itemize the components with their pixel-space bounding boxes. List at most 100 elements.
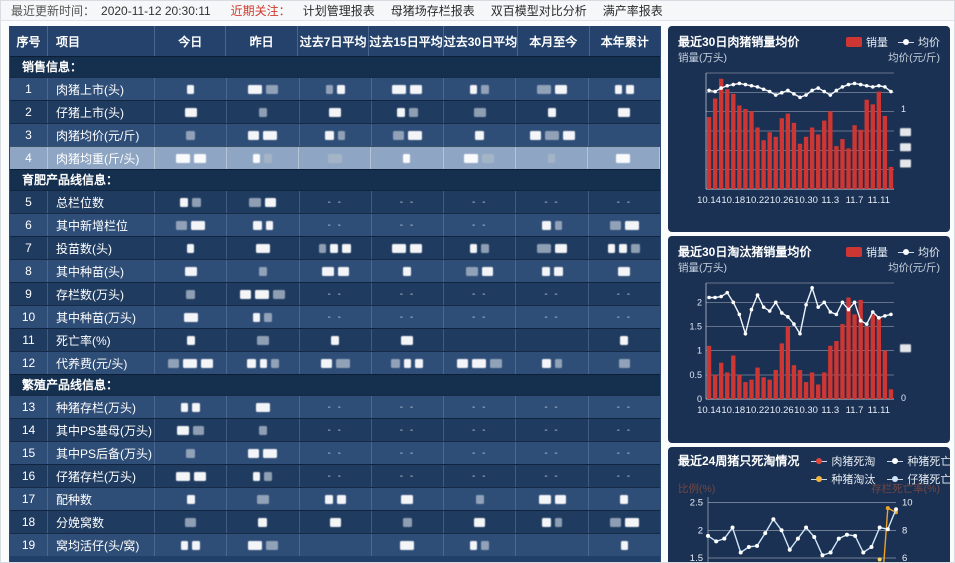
redacted-value-block bbox=[548, 107, 557, 117]
column-header: 过去7日平均 bbox=[298, 26, 370, 56]
row-number: 14 bbox=[10, 419, 48, 441]
legend-item-avg-price[interactable]: 均价 bbox=[898, 34, 940, 50]
table-body: 销售信息： 1 肉猪上市(头) 2 仔猪上市(头) 3 肉猪均价(元/斤) 4 肉猪均重(斤/头… bbox=[10, 56, 660, 556]
legend-item-sales[interactable]: 销量 bbox=[846, 34, 888, 50]
report-link-3[interactable]: 双百模型对比分析 bbox=[490, 4, 587, 18]
data-cell bbox=[372, 78, 445, 100]
redacted-value-block bbox=[620, 335, 629, 345]
legend-item-piglet-death[interactable]: 仔猪死亡 bbox=[887, 471, 951, 487]
table-row-13[interactable]: 13 种猪存栏(万头) - -- -- -- -- - bbox=[10, 395, 660, 418]
data-cell bbox=[227, 465, 300, 487]
svg-text:10.14: 10.14 bbox=[697, 195, 721, 206]
redacted-value-block bbox=[562, 130, 575, 140]
redacted-value-block bbox=[184, 266, 197, 276]
redacted-value-block bbox=[337, 266, 349, 276]
redacted-value-block bbox=[542, 517, 552, 527]
table-row-11[interactable]: 11 死亡率(%) bbox=[10, 328, 660, 351]
data-cell bbox=[300, 260, 372, 282]
redacted-value-block bbox=[192, 402, 201, 412]
row-number: 18 bbox=[10, 511, 48, 533]
table-row-6[interactable]: 6 其中新增栏位 - -- -- - bbox=[10, 213, 660, 236]
chart2-right-axis-title: 均价(元/斤) bbox=[888, 262, 940, 274]
legend-label: 种猪淘汰 bbox=[831, 474, 876, 486]
table-row-8[interactable]: 8 其中种苗(头) bbox=[10, 259, 660, 282]
legend-item-avg-price[interactable]: 均价 bbox=[898, 244, 940, 260]
redacted-value-block bbox=[255, 402, 270, 412]
table-row-10[interactable]: 10 其中种苗(万头) - -- -- -- -- - bbox=[10, 305, 660, 328]
data-cell bbox=[227, 147, 300, 169]
table-row-15[interactable]: 15 其中PS后备(万头) - -- -- -- -- - bbox=[10, 441, 660, 464]
legend-item-sow-death[interactable]: 种猪死亡 bbox=[887, 453, 951, 469]
redacted-value-block bbox=[259, 358, 267, 368]
table-row-7[interactable]: 7 投苗数(头) bbox=[10, 236, 660, 259]
table-row-2[interactable]: 2 仔猪上市(头) bbox=[10, 100, 660, 123]
legend-label: 均价 bbox=[918, 247, 940, 259]
row-number: 17 bbox=[10, 488, 48, 510]
redacted-value-block bbox=[246, 358, 256, 368]
table-row-18[interactable]: 18 分娩窝数 bbox=[10, 510, 660, 533]
data-cell bbox=[300, 511, 372, 533]
table-row-1[interactable]: 1 肉猪上市(头) bbox=[10, 77, 660, 100]
report-link-1[interactable]: 计划管理报表 bbox=[302, 4, 375, 18]
row-number: 13 bbox=[10, 396, 48, 418]
data-cell: - - bbox=[444, 191, 517, 213]
redacted-value-block bbox=[614, 84, 622, 94]
redacted-value-block bbox=[396, 107, 405, 117]
row-label: 仔猪存栏(万头) bbox=[48, 465, 155, 487]
redacted-value-block bbox=[554, 494, 566, 504]
data-cell bbox=[589, 124, 660, 146]
legend-item-pork-death[interactable]: 肉猪死淘 bbox=[811, 453, 875, 469]
data-cell bbox=[300, 352, 372, 374]
data-cell bbox=[589, 329, 660, 351]
data-cell bbox=[444, 78, 517, 100]
chart1-legend: 销量 均价 bbox=[836, 34, 940, 50]
row-label: 窝均活仔(头/窝) bbox=[48, 534, 155, 556]
data-cell bbox=[155, 488, 228, 510]
row-label: 代养费(元/头) bbox=[48, 352, 155, 374]
data-cell bbox=[227, 191, 300, 213]
legend-item-sales[interactable]: 销量 bbox=[846, 244, 888, 260]
redacted-value-block bbox=[240, 289, 252, 299]
redacted-value-block bbox=[183, 312, 198, 322]
chart2-left-axis-title: 销量(万头) bbox=[678, 262, 727, 274]
chart3-legend: 肉猪死淘 种猪死亡 种猪淘汰 仔猪死亡 bbox=[799, 453, 951, 487]
svg-text:10.26: 10.26 bbox=[770, 405, 794, 416]
redacted-value-block bbox=[609, 517, 621, 527]
row-label: 种猪存栏(万头) bbox=[48, 396, 155, 418]
column-header: 本月至今 bbox=[518, 26, 590, 56]
update-time-label: 最近更新时间： bbox=[11, 4, 96, 18]
legend-item-sow-cull[interactable]: 种猪淘汰 bbox=[811, 471, 875, 487]
column-header: 昨日 bbox=[226, 26, 298, 56]
table-row-14[interactable]: 14 其中PS基母(万头) - -- -- -- -- - bbox=[10, 418, 660, 441]
data-cell: - - bbox=[372, 442, 445, 464]
data-cell bbox=[155, 191, 228, 213]
redacted-value-block bbox=[263, 130, 278, 140]
table-row-4[interactable]: 4 肉猪均重(斤/头) bbox=[10, 146, 660, 169]
data-cell: - - bbox=[516, 442, 589, 464]
redacted-value-block bbox=[253, 471, 261, 481]
table-row-17[interactable]: 17 配种数 bbox=[10, 487, 660, 510]
report-link-4[interactable]: 满产率报表 bbox=[602, 4, 663, 18]
column-header: 今日 bbox=[155, 26, 227, 56]
table-row-9[interactable]: 9 存栏数(万头) - -- -- -- -- - bbox=[10, 282, 660, 305]
data-cell bbox=[589, 488, 660, 510]
redacted-value-block bbox=[258, 107, 267, 117]
redacted-value-block bbox=[400, 540, 415, 550]
redacted-value-block bbox=[249, 197, 262, 207]
redacted-value-block bbox=[258, 425, 267, 435]
data-cell bbox=[589, 78, 660, 100]
table-row-5[interactable]: 5 总栏位数 - -- -- -- -- - bbox=[10, 190, 660, 213]
redacted-value-block bbox=[264, 153, 273, 163]
table-row-12[interactable]: 12 代养费(元/头) bbox=[10, 351, 660, 374]
svg-text:10.30: 10.30 bbox=[794, 195, 818, 206]
data-cell: - - bbox=[444, 442, 517, 464]
table-row-3[interactable]: 3 肉猪均价(元/斤) bbox=[10, 123, 660, 146]
svg-text:2.5: 2.5 bbox=[690, 498, 703, 509]
table-row-16[interactable]: 16 仔猪存栏(万头) - -- -- -- -- - bbox=[10, 464, 660, 487]
column-header: 本年累计 bbox=[600, 34, 649, 49]
row-number: 6 bbox=[10, 214, 48, 236]
report-table: 序号 项目 今日 昨日 过去7日平均 过去15日平均 过去30日平均 本月至今 本年累计 销售信… bbox=[9, 26, 661, 562]
report-link-2[interactable]: 母猪场存栏报表 bbox=[390, 4, 475, 18]
table-row-19[interactable]: 19 窝均活仔(头/窝) bbox=[10, 533, 660, 556]
row-number: 7 bbox=[10, 237, 48, 259]
